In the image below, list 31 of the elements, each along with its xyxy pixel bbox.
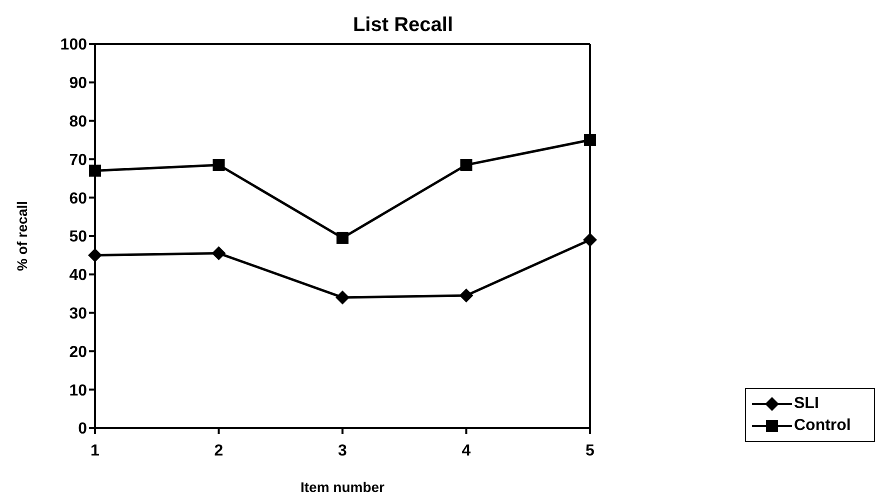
x-tick-label: 1 <box>90 442 100 460</box>
legend-label: SLI <box>794 395 819 413</box>
point <box>584 134 596 146</box>
point <box>336 232 348 244</box>
y-axis-title: % of recall <box>14 200 30 272</box>
point <box>460 158 472 171</box>
x-tick-label: 2 <box>214 442 224 460</box>
point <box>212 246 226 260</box>
y-tick-label: 60 <box>69 190 88 208</box>
point <box>88 248 102 262</box>
y-tick-label: 30 <box>69 305 88 322</box>
y-tick-label: 0 <box>78 420 88 438</box>
point <box>212 158 225 171</box>
chart-title: List Recall <box>352 14 454 37</box>
point <box>336 290 350 304</box>
y-tick-label: 50 <box>69 228 88 246</box>
x-tick-label: 3 <box>338 442 348 460</box>
x-tick-label: 5 <box>586 442 595 460</box>
y-tick-label: 100 <box>60 36 88 54</box>
y-tick-label: 80 <box>69 113 88 130</box>
y-tick-label: 40 <box>69 267 88 284</box>
y-tick-label: 70 <box>69 152 88 169</box>
y-tick-label: 20 <box>69 344 88 361</box>
point <box>583 232 597 247</box>
x-tick-label: 4 <box>462 442 471 460</box>
point <box>89 164 101 177</box>
point <box>459 288 474 303</box>
y-tick-label: 90 <box>69 75 88 92</box>
y-tick-label: 10 <box>69 382 88 400</box>
x-axis-title: Item number <box>300 478 386 495</box>
legend-label: Control <box>794 417 851 435</box>
